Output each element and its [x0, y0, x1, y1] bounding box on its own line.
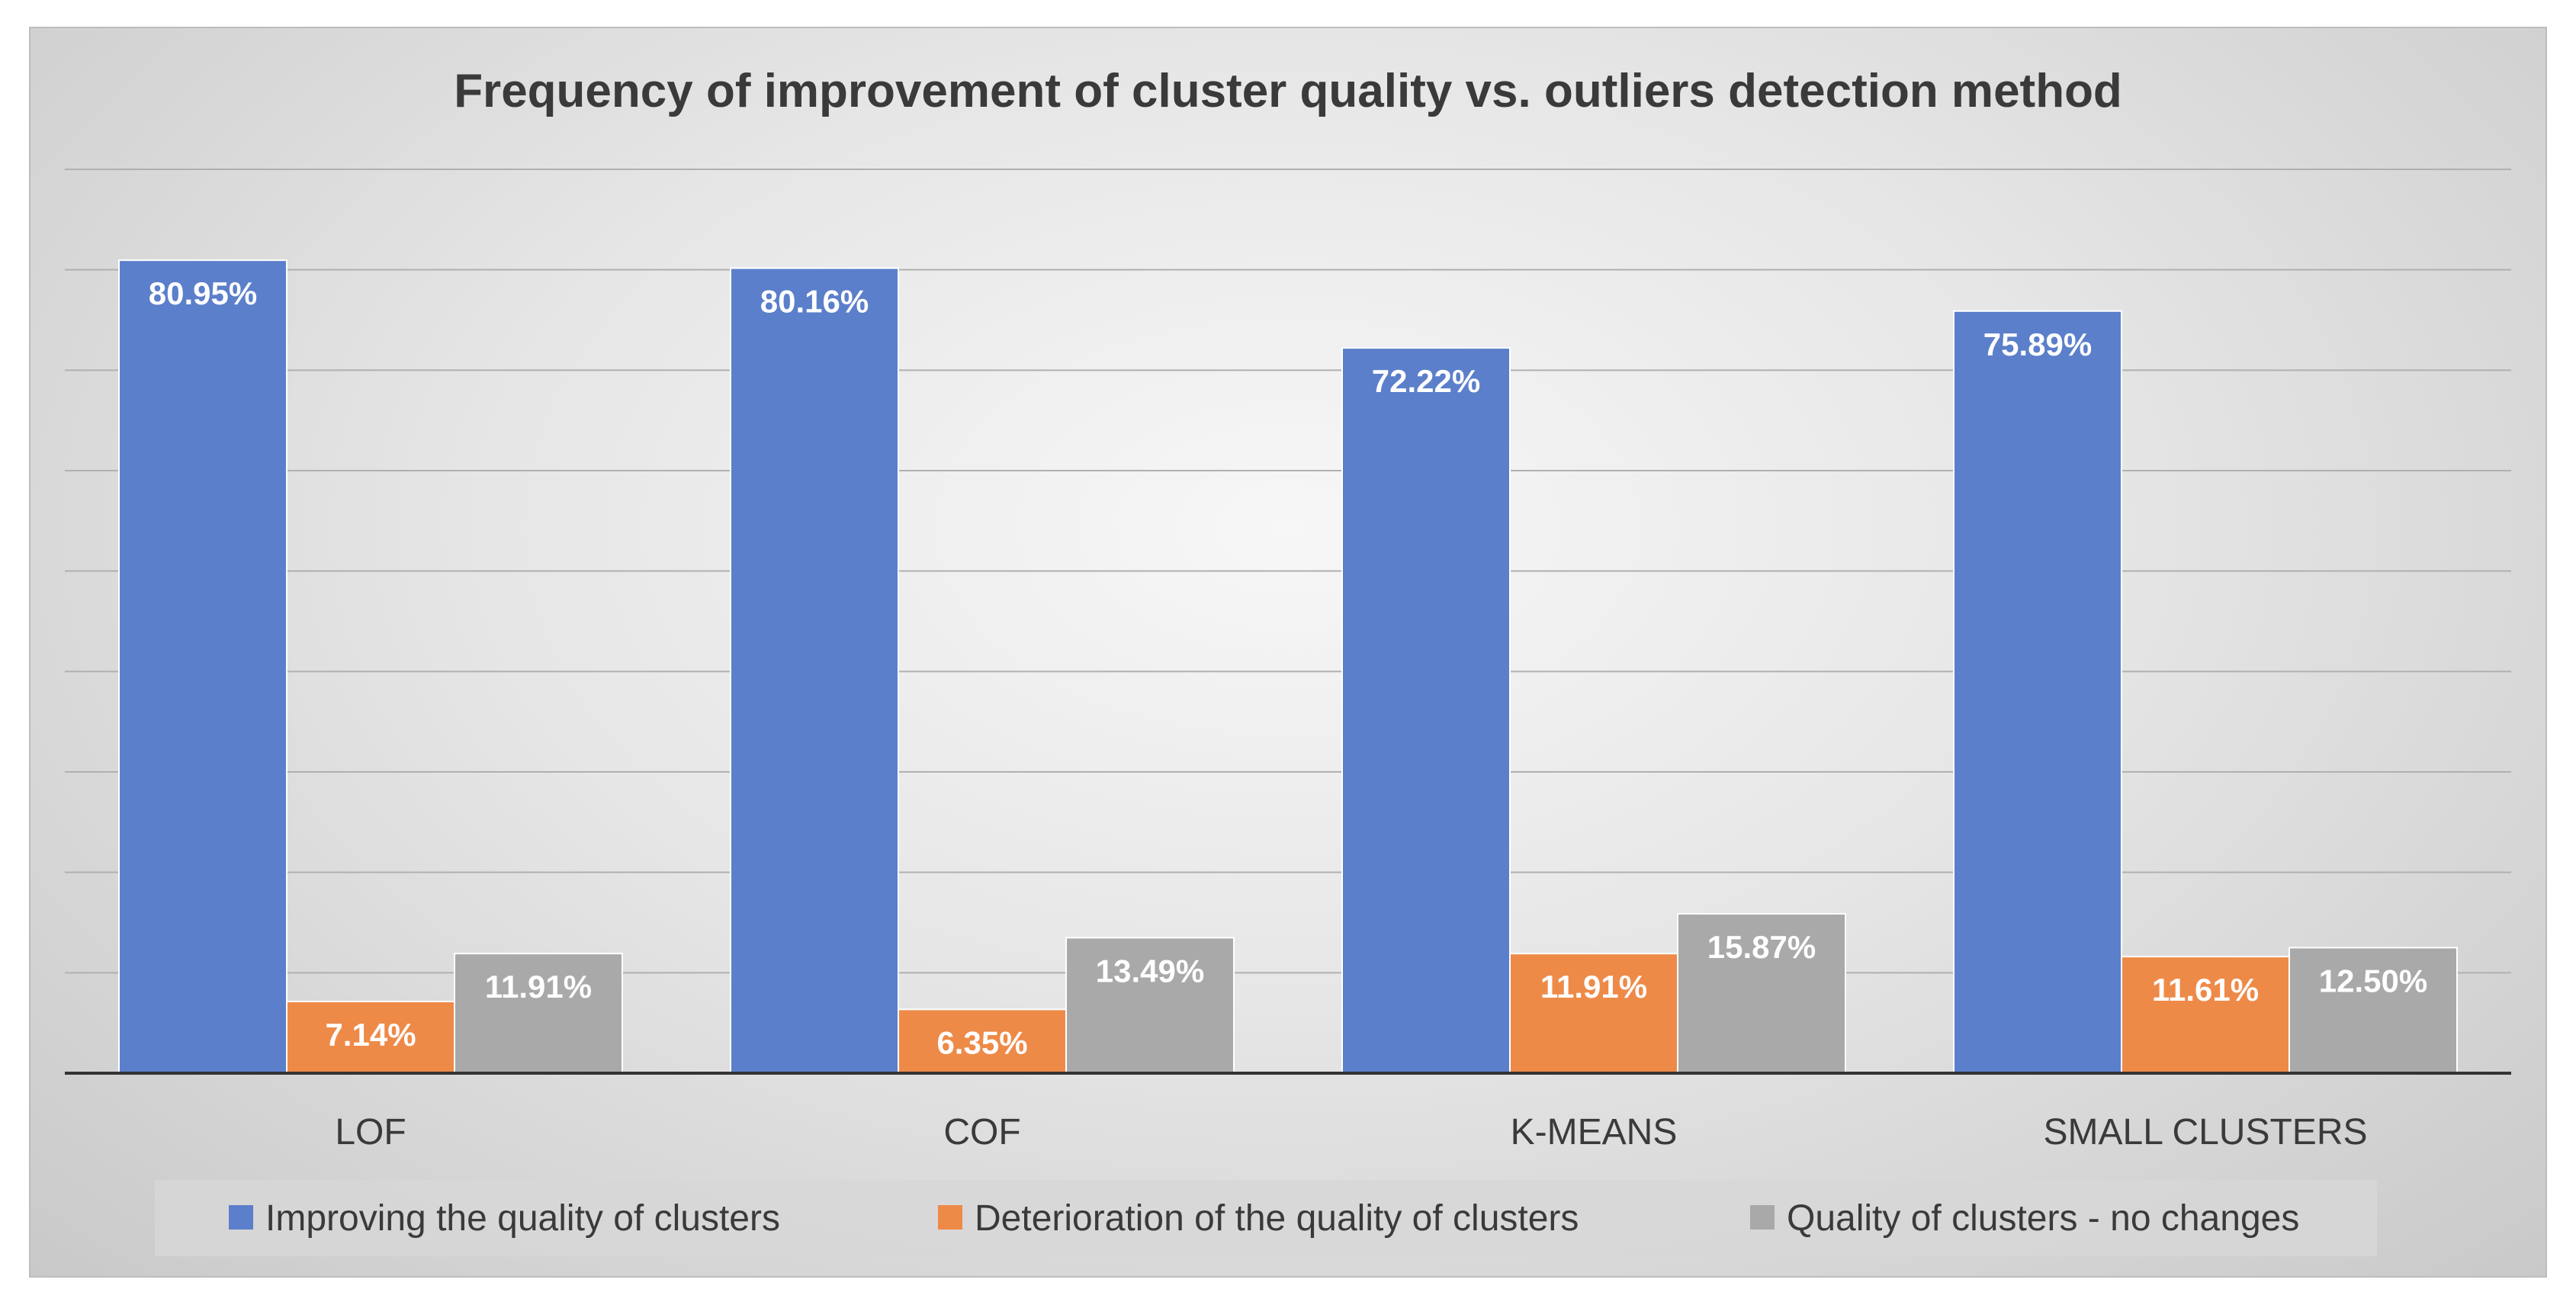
legend-swatch [938, 1205, 962, 1230]
bar [1341, 347, 1511, 1074]
category-label: LOF [335, 1112, 406, 1153]
data-label: 11.91% [485, 969, 592, 1005]
data-label: 11.61% [2152, 972, 2259, 1008]
legend-label: Deterioration of the quality of clusters [975, 1198, 1579, 1239]
bar [1677, 913, 1846, 1075]
category-label: SMALL CLUSTERS [2043, 1112, 2367, 1153]
category-label: K-MEANS [1511, 1112, 1678, 1153]
chart-title: Frequency of improvement of cluster qual… [454, 65, 2122, 117]
data-label: 13.49% [1096, 953, 1204, 989]
data-label: 75.89% [1983, 326, 2092, 362]
category-labels: LOF COF K-MEANS SMALL CLUSTERS [335, 1112, 2367, 1153]
data-label: 6.35% [936, 1024, 1027, 1060]
data-label: 80.95% [149, 275, 257, 311]
data-label: 12.50% [2319, 963, 2427, 998]
data-label: 80.16% [760, 284, 869, 320]
data-label: 11.91% [1540, 969, 1647, 1005]
legend: Improving the quality of clusters Deterio… [229, 1198, 2299, 1239]
data-label: 7.14% [325, 1017, 416, 1053]
bar [2121, 956, 2290, 1075]
legend-box [155, 1180, 2377, 1256]
legend-label: Improving the quality of clusters [265, 1198, 780, 1239]
data-labels: 80.95% 7.14% 11.91% 80.16% 6.35% 13.49% 72.22%… [149, 275, 2427, 1060]
category-label: COF [943, 1112, 1020, 1153]
bar [2289, 947, 2458, 1074]
bar [1509, 953, 1678, 1075]
legend-label: Quality of clusters - no changes [1787, 1198, 2299, 1239]
data-label: 72.22% [1372, 363, 1480, 399]
legend-swatch [1750, 1205, 1775, 1230]
bar [730, 267, 899, 1074]
bars [118, 259, 2458, 1075]
bar [118, 259, 287, 1074]
gridlines [65, 169, 2511, 974]
data-label: 15.87% [1707, 929, 1816, 965]
bar [1953, 310, 2122, 1074]
legend-swatch [229, 1205, 253, 1230]
